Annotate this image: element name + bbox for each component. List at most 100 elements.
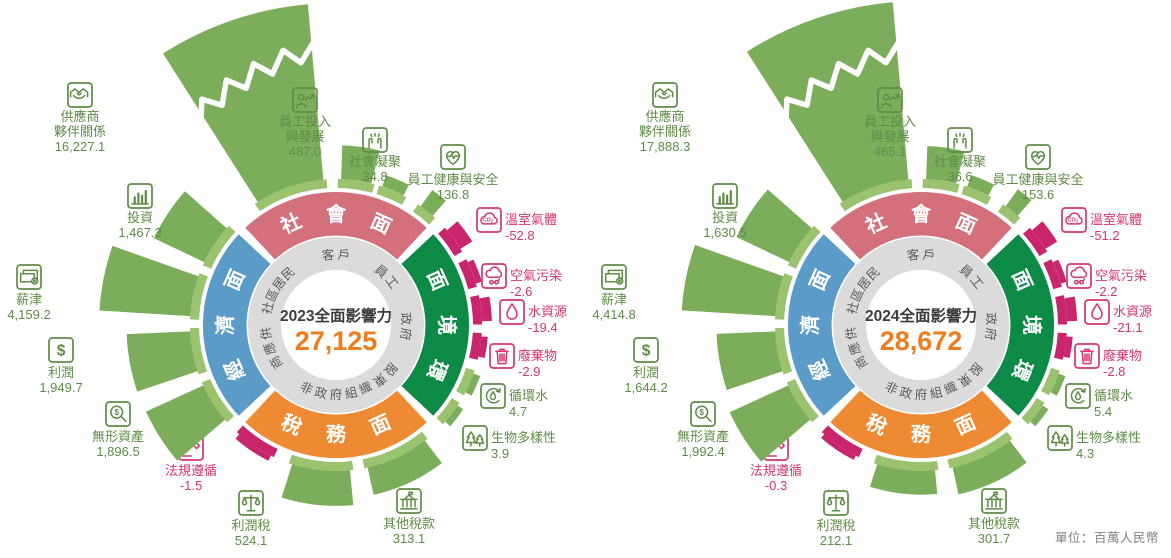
- indicator-name: 廢棄物: [518, 348, 557, 363]
- quadrant-arc-environment: [986, 234, 1055, 416]
- indicator-base-arc: [786, 379, 819, 423]
- indicator-ghg: CO 2 溫室氣體-51.2: [1023, 207, 1142, 257]
- trash-bin-icon: [1074, 343, 1100, 369]
- indicator-value: 1,630.5: [703, 225, 746, 240]
- truncation-wave: [198, 37, 318, 128]
- indicator-base-arc: [775, 327, 793, 375]
- indicator-base-arc: [1043, 259, 1062, 290]
- indicator-bar: [447, 221, 473, 249]
- indicator-bar: [445, 405, 464, 427]
- bar-chart-icon: [127, 183, 153, 209]
- svg-text:戶: 戶: [337, 248, 351, 263]
- indicator-base-arc: [413, 204, 436, 225]
- indicator-value: 1,992.4: [681, 444, 724, 459]
- indicator-value: -51.2: [1090, 228, 1120, 243]
- svg-text:政: 政: [313, 385, 329, 401]
- indicator-bar: [163, 4, 324, 202]
- svg-text:會: 會: [911, 202, 932, 226]
- indicator-name: 社會凝聚: [934, 154, 986, 169]
- indicator-bar: [1032, 221, 1058, 249]
- indicator-base-arc: [436, 398, 460, 425]
- indicator-bar: [146, 385, 225, 461]
- indicator-name: 利潤稅: [231, 518, 270, 533]
- indicator-base-arc: [288, 454, 354, 472]
- indicator-value: 524.1: [235, 533, 268, 548]
- quadrant-arc-economy: [787, 234, 856, 416]
- svg-text:務: 務: [911, 423, 932, 446]
- svg-text:府: 府: [983, 327, 1000, 341]
- svg-text:$: $: [57, 342, 66, 359]
- dollar-icon: $: [633, 337, 659, 363]
- indicator-base-arc: [254, 179, 328, 212]
- indicator-name: 員工健康與安全: [992, 172, 1083, 187]
- indicator-name: 溫室氣體: [1090, 212, 1142, 227]
- center-circle: [866, 270, 976, 380]
- handshake-icon: [652, 82, 678, 108]
- indicator-bar: [235, 434, 271, 461]
- water-drop-icon: [499, 299, 525, 325]
- indicator-bar: [821, 434, 856, 460]
- indicator-base-arc: [458, 259, 477, 290]
- svg-text:應: 應: [260, 340, 278, 357]
- indicator-name: 空氣污染: [1095, 268, 1147, 283]
- stakeholder-label: 客戶: [321, 247, 351, 263]
- water-recycle-icon: [1065, 383, 1091, 409]
- indicator-bar: [382, 175, 409, 196]
- indicator-payroll: 薪津4,414.8: [592, 245, 793, 322]
- indicator-name: 利潤: [633, 365, 659, 380]
- indicator-bar: [870, 464, 938, 495]
- indicator-bar: [736, 189, 812, 263]
- impact-chart-2023: 社會面環境面稅務面經濟面客戶員工政府股東非政府組織供應商社區居民供應商 夥伴關係 1…: [0, 0, 585, 558]
- indicator-value: -2.6: [510, 284, 532, 299]
- indicator-base-arc: [190, 273, 208, 320]
- svg-text:組: 組: [344, 385, 359, 401]
- indicator-water: 水資源-19.4: [470, 295, 567, 335]
- employee-growth-icon: [292, 87, 318, 113]
- indicator-base-arc: [922, 179, 960, 193]
- svg-text:CO: CO: [1068, 218, 1077, 224]
- svg-text:濟: 濟: [213, 315, 237, 335]
- scales-icon: [823, 490, 849, 516]
- indicator-water: 水資源-21.1: [1055, 295, 1152, 335]
- indicator-bar: [681, 245, 784, 317]
- chart-title: 2023全面影響力: [280, 306, 392, 325]
- indicator-name: 員工健康與安全: [407, 172, 498, 187]
- indicator-bar: [465, 373, 481, 396]
- indicator-value: 301.7: [978, 531, 1011, 546]
- indicator-value: -19.4: [528, 320, 558, 335]
- indicator-name: 供應商: [60, 109, 99, 124]
- indicator-name: 無形資產: [677, 429, 729, 444]
- indicator-name: 循環水: [1094, 388, 1133, 403]
- indicator-name: 法規遵循: [750, 463, 802, 478]
- indicator-profit: $ 利潤1,949.7: [39, 327, 208, 395]
- indicator-value: 4.3: [1076, 446, 1094, 461]
- indicator-value: -1.5: [180, 478, 202, 493]
- indicator-bar: [1052, 259, 1067, 284]
- svg-text:會: 會: [326, 202, 347, 226]
- svg-text:應: 應: [845, 340, 863, 357]
- quadrant-arc-environment: [401, 234, 470, 416]
- quadrant-arc-social: [830, 191, 1012, 260]
- indicator-name: 薪津: [16, 292, 42, 307]
- indicator-name: 無形資產: [92, 429, 144, 444]
- svg-text:戶: 戶: [922, 248, 936, 263]
- dollar-icon: $: [48, 337, 74, 363]
- indicator-bar: [746, 2, 909, 202]
- svg-text:$: $: [699, 408, 704, 417]
- svg-text:社: 社: [259, 300, 277, 316]
- indicator-value: -2.8: [1103, 364, 1125, 379]
- svg-text:$: $: [642, 342, 651, 359]
- stakeholder-label: 政府: [983, 312, 1000, 341]
- banknotes-icon: [601, 264, 627, 290]
- indicator-bar: [1050, 373, 1066, 396]
- indicator-base-arc: [1041, 367, 1060, 396]
